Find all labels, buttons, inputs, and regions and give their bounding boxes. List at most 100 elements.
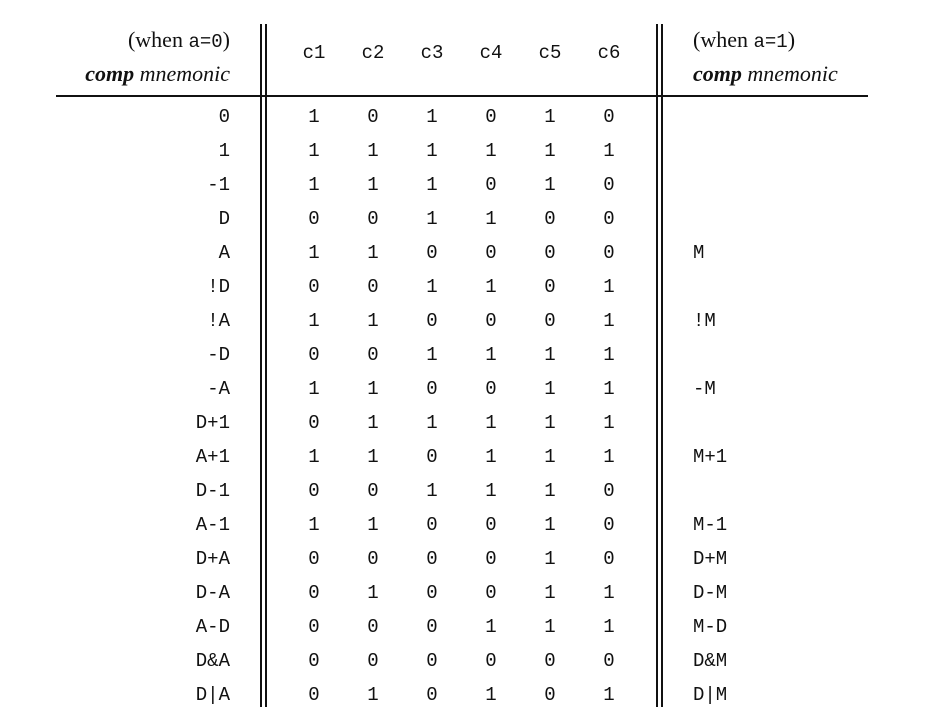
comp-mnemonic-a1: D|M [693,684,728,706]
table-row: 0 1 0 1 0 1 0 [0,100,942,134]
bit-c1: 1 [308,174,320,196]
bit-c3: 0 [426,684,438,706]
comp-mnemonic-a0: -A [207,378,230,400]
bit-c5: 1 [544,378,556,400]
bit-c1: 0 [308,582,320,604]
comp-mnemonic-a1: D&M [693,650,728,672]
bit-c1: 0 [308,412,320,434]
bit-c6: 1 [603,616,615,638]
table-row: A+1 1 1 0 1 1 1 M+1 [0,440,942,474]
bit-c2: 0 [367,208,379,230]
header-left-when: (when a=0) [127,27,230,53]
bit-c2: 1 [367,310,379,332]
column-header-c3: c3 [420,42,444,64]
column-header-c4: c4 [479,42,503,64]
bit-c4: 1 [485,616,497,638]
bit-c4: 0 [485,650,497,672]
comp-mnemonic-a0: A+1 [195,446,230,468]
bit-c2: 0 [367,276,379,298]
a-value-label: a=0 [188,31,223,53]
comp-mnemonic-a1: M [693,242,705,264]
comp-mnemonic-a0: A-1 [195,514,230,536]
bit-c1: 0 [308,276,320,298]
table-row: -A 1 1 0 0 1 1 -M [0,372,942,406]
bit-c2: 1 [367,684,379,706]
table-row: D-A 0 1 0 0 1 1 D-M [0,576,942,610]
table-row: D+A 0 0 0 0 1 0 D+M [0,542,942,576]
bit-c1: 1 [308,106,320,128]
bit-c6: 1 [603,344,615,366]
bit-c5: 1 [544,140,556,162]
bit-c2: 0 [367,106,379,128]
bit-c1: 0 [308,480,320,502]
bit-c3: 0 [426,616,438,638]
bit-c6: 1 [603,582,615,604]
bit-c2: 0 [367,480,379,502]
comp-mnemonic-a1: !M [693,310,716,332]
bit-c5: 0 [544,208,556,230]
bit-c4: 1 [485,344,497,366]
bit-c4: 0 [485,174,497,196]
bit-c1: 0 [308,616,320,638]
comp-mnemonic-a0: D|A [195,684,230,706]
bit-c3: 0 [426,650,438,672]
bit-c4: 1 [485,480,497,502]
bit-c4: 0 [485,378,497,400]
table-row: !D 0 0 1 1 0 1 [0,270,942,304]
bit-c2: 1 [367,140,379,162]
bit-c6: 0 [603,174,615,196]
table-row: D-1 0 0 1 1 1 0 [0,474,942,508]
bit-c3: 0 [426,378,438,400]
table-row: A-1 1 1 0 0 1 0 M-1 [0,508,942,542]
mnemonic-label: mnemonic [741,61,838,86]
bit-c3: 0 [426,310,438,332]
bit-c6: 0 [603,208,615,230]
table-row: -D 0 0 1 1 1 1 [0,338,942,372]
bit-c1: 1 [308,514,320,536]
bit-c3: 1 [426,106,438,128]
bit-c5: 0 [544,242,556,264]
table-row: D&A 0 0 0 0 0 0 D&M [0,644,942,678]
comp-mnemonic-a0: -D [207,344,230,366]
bit-c6: 0 [603,242,615,264]
comp-mnemonic-a1: -M [693,378,716,400]
right-double-rule [656,24,658,707]
bit-c5: 1 [544,106,556,128]
table-row: A 1 1 0 0 0 0 M [0,236,942,270]
a-value-label: a=1 [753,31,788,53]
column-header-c1: c1 [302,42,326,64]
comp-mnemonic-a0: !A [207,310,230,332]
column-header-c2: c2 [361,42,385,64]
bit-c5: 1 [544,514,556,536]
comp-label: comp [693,61,742,86]
bit-c4: 0 [485,242,497,264]
bit-c1: 1 [308,140,320,162]
bit-c3: 0 [426,582,438,604]
bit-c2: 1 [367,582,379,604]
bit-c3: 1 [426,412,438,434]
comp-mnemonic-a1: M+1 [693,446,728,468]
left-double-rule [265,24,267,707]
bit-c2: 1 [367,412,379,434]
bit-c6: 0 [603,548,615,570]
column-header-c6: c6 [597,42,621,64]
bit-c2: 0 [367,616,379,638]
bit-c5: 1 [544,582,556,604]
bit-c2: 0 [367,650,379,672]
bit-c1: 0 [308,344,320,366]
comp-mnemonic-a0: D+A [195,548,230,570]
comp-mnemonic-a1: M-D [693,616,728,638]
bit-c5: 1 [544,616,556,638]
bit-c6: 1 [603,684,615,706]
table-row: !A 1 1 0 0 0 1 !M [0,304,942,338]
bit-c2: 1 [367,378,379,400]
bit-c4: 0 [485,582,497,604]
comp-mnemonic-a0: D&A [195,650,230,672]
bit-c1: 0 [308,548,320,570]
comp-mnemonic-a0: 0 [218,106,230,128]
bit-c3: 1 [426,140,438,162]
bit-c5: 0 [544,684,556,706]
bit-c1: 0 [308,684,320,706]
bit-c4: 0 [485,514,497,536]
table-row: 1 1 1 1 1 1 1 [0,134,942,168]
